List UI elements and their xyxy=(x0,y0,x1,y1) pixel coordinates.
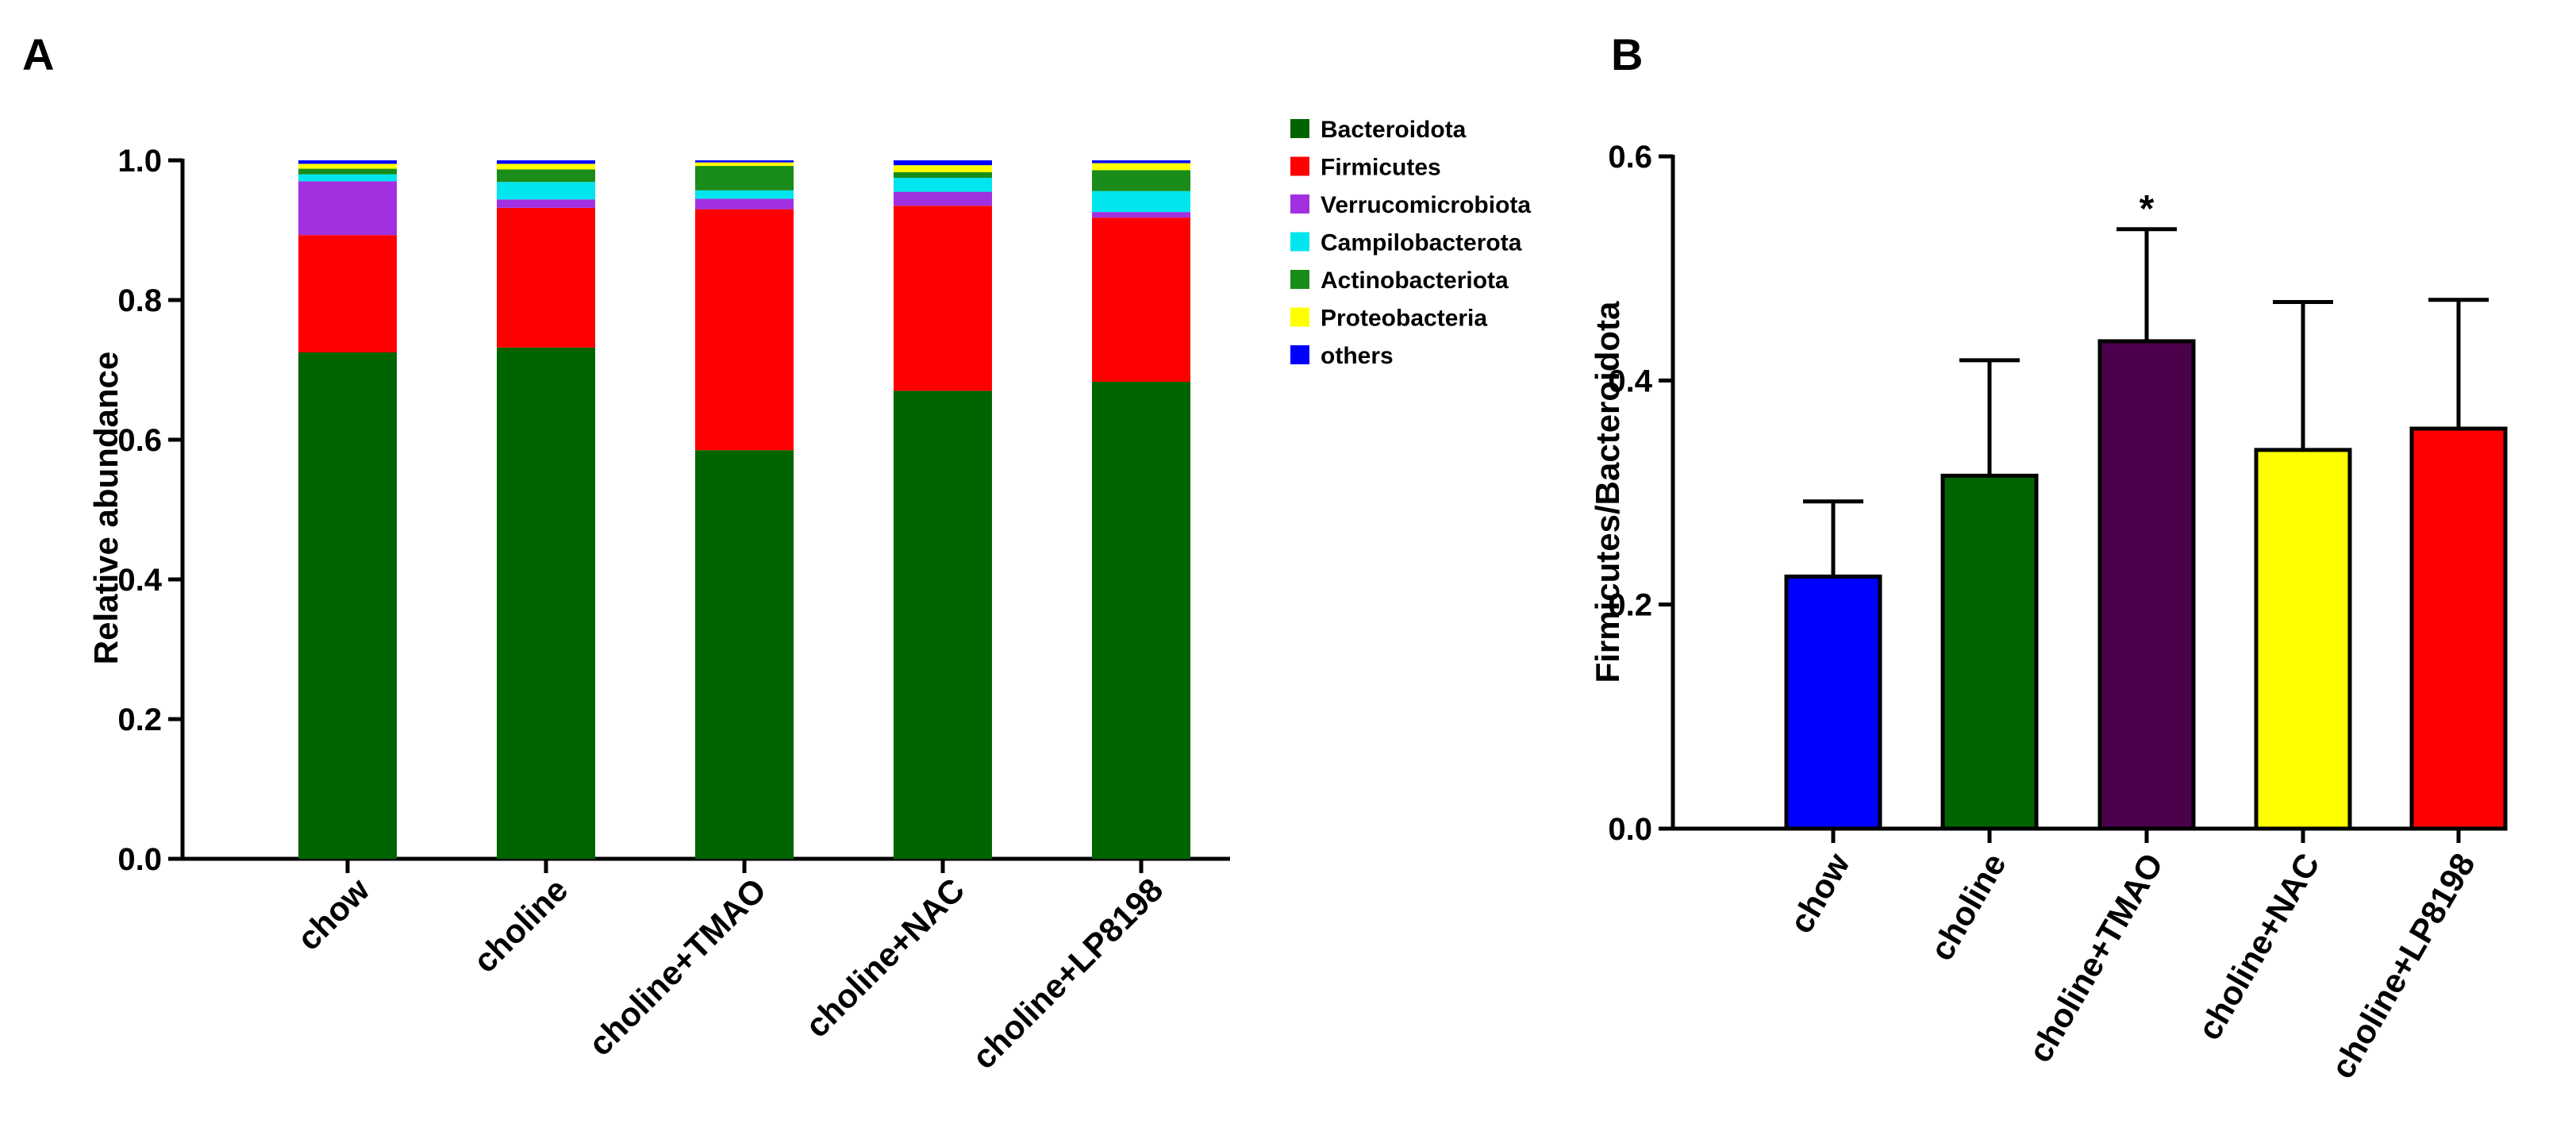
bar-segment-campilobacterota xyxy=(298,174,397,182)
bar-segment-bacteroidota xyxy=(497,347,595,860)
bar xyxy=(2097,339,2196,831)
y-tick-label: 1.0 xyxy=(117,144,162,179)
bar-segment-actinobacteriota xyxy=(298,168,397,175)
bar-segment-bacteroidota xyxy=(695,450,794,859)
y-tick-label: 0.6 xyxy=(1608,140,1652,175)
legend-swatch-campilobacterota xyxy=(1290,232,1309,252)
bar-segment-campilobacterota xyxy=(695,190,794,199)
legend-label: Actinobacteriota xyxy=(1321,267,1509,294)
bar-segment-bacteroidota xyxy=(298,352,397,859)
y-axis-title: Firmicutes/Bacteroidota xyxy=(1589,301,1626,683)
legend-label: Campilobacterota xyxy=(1321,230,1522,256)
bar-segment-actinobacteriota xyxy=(1092,170,1190,191)
stacked-bar-chart: 0.0 0.2 0.4 0.6 0.8 1.0 Relative abundance chow… xyxy=(87,144,1230,1076)
legend-swatch-actinobacteriota xyxy=(1290,270,1309,289)
bar-segment-actinobacteriota xyxy=(497,169,595,183)
legend-swatch-firmicutes xyxy=(1290,156,1309,176)
y-tick-label: 0.0 xyxy=(117,842,162,877)
legend-label: Proteobacteria xyxy=(1321,306,1487,332)
bar xyxy=(1784,574,1882,831)
bar-segment-firmicutes xyxy=(298,235,397,352)
x-category-label: choline xyxy=(466,871,575,979)
y-tick-label: 0.4 xyxy=(117,563,162,598)
legend: Bacteroidota Firmicutes Verrucomicrobiota C… xyxy=(1290,117,1531,369)
bar xyxy=(2254,448,2352,831)
bar xyxy=(2409,426,2508,831)
legend-swatch-proteobacteria xyxy=(1290,307,1309,327)
bar-segment-proteobacteria xyxy=(298,164,397,169)
x-category-label: choline+NAC xyxy=(2190,847,2327,1046)
bar-segment-firmicutes xyxy=(497,207,595,348)
legend-swatch-verrucomicrobiota xyxy=(1290,194,1309,214)
bar xyxy=(1940,473,2039,831)
x-category-label: choline xyxy=(1923,847,2013,967)
panel-label-b: B xyxy=(1611,29,1643,79)
bar-segment-proteobacteria xyxy=(1092,163,1190,171)
bar-segment-proteobacteria xyxy=(695,162,794,167)
significance-marker: * xyxy=(2140,188,2155,230)
bar-segment-verrucomicrobiota xyxy=(497,199,595,208)
bar-segment-firmicutes xyxy=(894,206,992,391)
bar-segment-campilobacterota xyxy=(1092,190,1190,213)
bar-segment-verrucomicrobiota xyxy=(695,198,794,210)
legend-swatch-others xyxy=(1290,345,1309,364)
y-tick-label: 0.4 xyxy=(1608,364,1652,398)
bar-segment-proteobacteria xyxy=(497,164,595,170)
x-category-label: choline+NAC xyxy=(798,871,971,1045)
legend-swatch-bacteroidota xyxy=(1290,119,1309,138)
y-tick-label: 0.0 xyxy=(1608,812,1652,847)
bar-segment-others xyxy=(497,160,595,164)
bar-segment-others xyxy=(1092,160,1190,164)
x-category-label: chow xyxy=(1782,847,1857,940)
x-category-label: chow xyxy=(290,871,376,957)
bar-segment-verrucomicrobiota xyxy=(1092,212,1190,218)
x-category-label: choline+LP8198 xyxy=(2324,847,2482,1084)
legend-label: others xyxy=(1321,343,1394,369)
x-category-label: choline+TMAO xyxy=(581,871,773,1063)
bar-segment-verrucomicrobiota xyxy=(298,181,397,236)
bar-segment-verrucomicrobiota xyxy=(894,191,992,206)
y-tick-label: 0.2 xyxy=(1608,588,1652,623)
y-tick-label: 0.2 xyxy=(117,702,162,737)
y-axis-title: Relative abundance xyxy=(87,352,125,664)
y-tick-label: 0.8 xyxy=(117,283,162,318)
bar-segment-campilobacterota xyxy=(894,178,992,192)
bar-segment-actinobacteriota xyxy=(894,171,992,178)
legend-label: Firmicutes xyxy=(1321,155,1441,181)
bar-segment-bacteroidota xyxy=(1092,381,1190,860)
panel-label-a: A xyxy=(22,29,54,79)
bar-segment-others xyxy=(695,160,794,163)
x-category-label: choline+TMAO xyxy=(2020,847,2170,1068)
legend-label: Bacteroidota xyxy=(1321,117,1467,143)
y-tick-label: 0.6 xyxy=(117,423,162,458)
x-category-label: choline+LP8198 xyxy=(965,871,1171,1076)
bar-segment-bacteroidota xyxy=(894,391,992,859)
bar-segment-others xyxy=(894,160,992,166)
bar-segment-others xyxy=(298,160,397,164)
bar-segment-campilobacterota xyxy=(497,182,595,200)
bar-segment-actinobacteriota xyxy=(695,166,794,190)
bar-segment-firmicutes xyxy=(695,209,794,451)
bar-segment-firmicutes xyxy=(1092,217,1190,382)
legend-label: Verrucomicrobiota xyxy=(1321,192,1531,218)
bar-segment-proteobacteria xyxy=(894,165,992,172)
